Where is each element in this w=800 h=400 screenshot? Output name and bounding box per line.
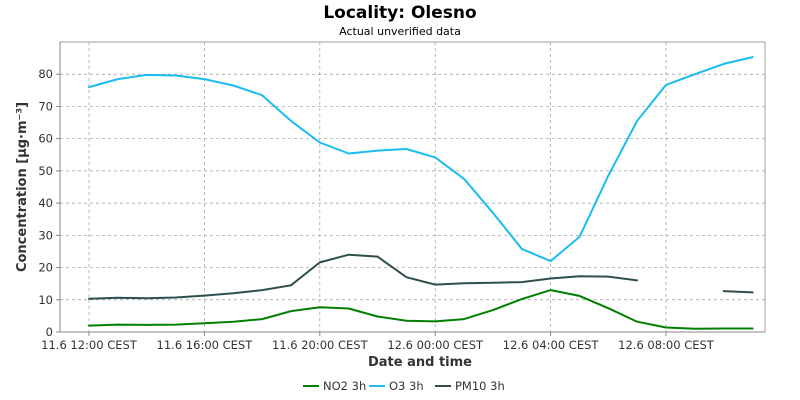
x-tick-label: 12.6 08:00 CEST (618, 338, 715, 352)
x-axis-ticks: 11.6 12:00 CEST 11.6 16:00 CEST 11.6 20:00… (41, 332, 715, 352)
x-tick-label: 11.6 20:00 CEST (272, 338, 369, 352)
y-tick-label: 20 (38, 261, 53, 275)
x-tick-label: 12.6 00:00 CEST (387, 338, 484, 352)
legend-item-o3-3h: O3 3h (369, 379, 424, 393)
legend-item-pm10-3h: PM10 3h (435, 379, 505, 393)
series-lines (88, 56, 754, 330)
legend-label: NO2 3h (323, 379, 366, 393)
series-line-o3-3h (88, 56, 754, 263)
x-tick-label: 11.6 16:00 CEST (157, 338, 254, 352)
y-tick-label: 80 (38, 67, 53, 81)
plot-area (59, 41, 766, 333)
y-tick-label: 30 (38, 228, 53, 242)
legend: NO2 3h O3 3h PM10 3h (303, 379, 505, 393)
x-tick-label: 11.6 12:00 CEST (41, 338, 138, 352)
legend-item-no2-3h: NO2 3h (303, 379, 366, 393)
y-axis-label: Concentration [µg·m⁻³] (15, 102, 30, 272)
legend-label: O3 3h (389, 379, 424, 393)
y-tick-label: 10 (38, 293, 53, 307)
y-tick-label: 0 (46, 325, 53, 339)
y-tick-label: 70 (38, 99, 53, 113)
x-tick-label: 12.6 04:00 CEST (503, 338, 600, 352)
y-tick-label: 50 (38, 164, 53, 178)
series-line-no2-3h (88, 289, 754, 330)
series-line-pm10-3h (88, 253, 754, 300)
y-axis-ticks: 0 10 20 30 40 50 60 70 80 (38, 67, 60, 339)
legend-label: PM10 3h (455, 379, 505, 393)
y-tick-label: 60 (38, 132, 53, 146)
grid-lines (60, 42, 765, 332)
y-tick-label: 40 (38, 196, 53, 210)
chart-subtitle: Actual unverified data (339, 25, 461, 38)
chart-title: Locality: Olesno (323, 3, 476, 23)
x-axis-label: Date and time (368, 355, 472, 370)
